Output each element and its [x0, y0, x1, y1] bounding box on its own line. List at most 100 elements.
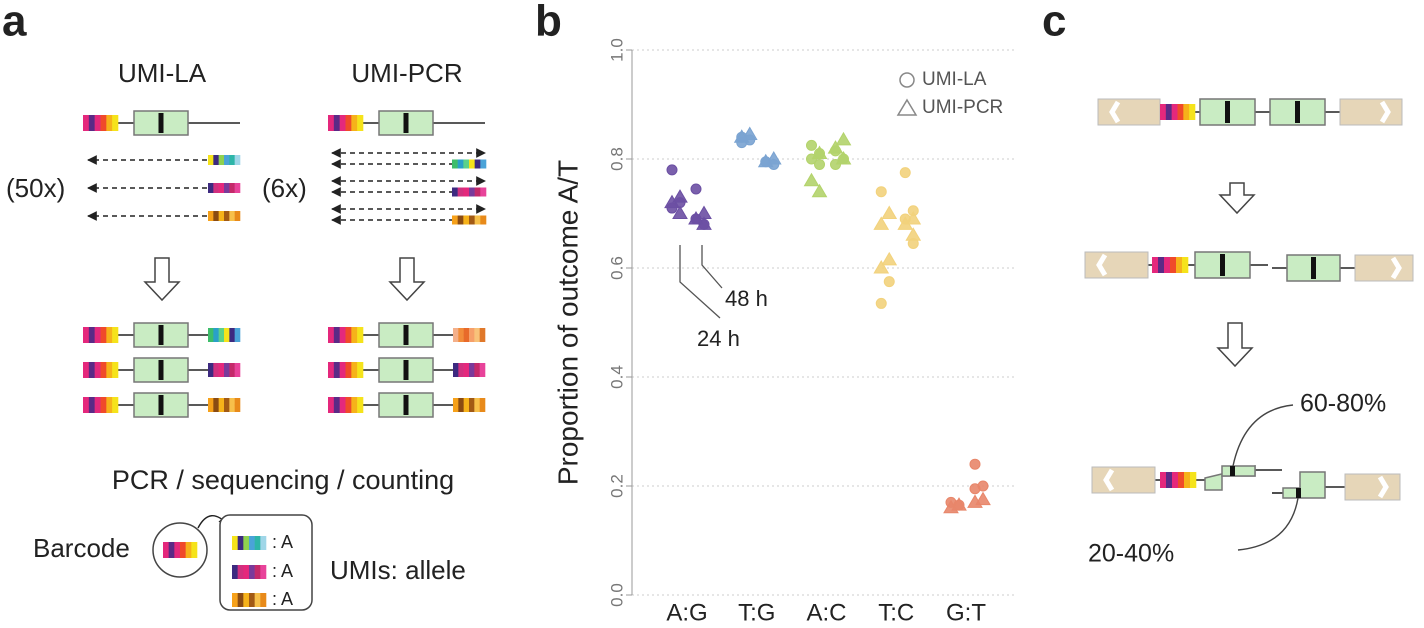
data-point [811, 183, 828, 198]
panel-label: a [2, 0, 27, 46]
barcode-stripe [224, 155, 230, 165]
barcode-stripe [480, 187, 487, 197]
barcode-stripe [345, 115, 352, 131]
barcode-stripe [208, 211, 214, 221]
barcode-stripe [458, 328, 464, 342]
barcode-stripe [232, 565, 238, 579]
barcode-stripe [168, 542, 175, 558]
barcode-label: Barcode [33, 533, 130, 563]
y-tick-label: 0.2 [607, 474, 626, 498]
barcode-stripe [234, 183, 241, 193]
x-tick-label: A:C [806, 599, 846, 626]
barcode-stripe [463, 363, 470, 377]
mutation-bar [158, 325, 164, 345]
barcode-stripe [333, 397, 340, 413]
barcode-stripe [224, 398, 230, 412]
data-point [969, 483, 981, 495]
process-arrow [143, 257, 181, 302]
flank-chevron [1109, 100, 1121, 124]
barcode-stripe [339, 115, 346, 131]
data-point [881, 205, 898, 219]
barcode-stripe [180, 542, 186, 558]
data-point [967, 494, 983, 508]
barcode-stripe [88, 362, 95, 378]
flank-chevron [1379, 100, 1391, 124]
legend-marker [896, 98, 918, 116]
barcode-stripe [249, 536, 255, 550]
barcode-stripe [112, 397, 119, 413]
mutation-bar [1230, 466, 1235, 476]
data-point [690, 183, 702, 195]
barcode-stripe [1178, 472, 1185, 488]
flank-block [1344, 473, 1401, 501]
barcode-stripe [234, 363, 241, 377]
data-point [757, 153, 774, 168]
barcode-stripe [208, 363, 214, 377]
barcode-stripe [213, 211, 219, 221]
y-tick-label: 0.4 [607, 365, 626, 389]
data-point [835, 131, 852, 146]
barcode-stripe [218, 363, 225, 377]
fraction-label: 60-80% [1300, 390, 1386, 418]
allele-text: : A [272, 532, 293, 552]
barcode-stripe [94, 397, 101, 413]
barcode-stripe [234, 211, 241, 221]
data-point [899, 167, 911, 179]
data-point [765, 151, 782, 165]
mutation-bar [1225, 101, 1230, 123]
barcode-stripe [474, 363, 480, 377]
multiplier: (6x) [262, 173, 307, 203]
barcode-stripe [249, 565, 255, 579]
legend-label: UMI-LA [922, 69, 987, 90]
barcode-stripe [88, 327, 95, 343]
barcode-stripe [100, 115, 107, 131]
barcode-stripe [234, 328, 241, 342]
barcode-stripe [357, 397, 364, 413]
barcode-stripe [463, 398, 470, 412]
barcode-stripe [234, 398, 241, 412]
flank-block [1091, 466, 1156, 494]
barcode-stripe [232, 536, 238, 550]
umi-label: UMIs: allele [330, 555, 466, 585]
data-point [806, 139, 817, 151]
barcode-stripe [218, 183, 225, 193]
barcode-stripe [1182, 257, 1189, 273]
barcode-stripe [112, 115, 119, 131]
barcode-stripe [88, 397, 95, 413]
barcode-stripe [480, 215, 487, 225]
data-point [897, 216, 914, 230]
panel-label: b [535, 0, 562, 46]
data-point [873, 260, 890, 274]
barcode-stripe [229, 398, 235, 412]
barcode-stripe [229, 363, 235, 377]
x-tick-label: T:C [878, 599, 914, 626]
barcode-stripe [453, 398, 459, 412]
barcode-stripe [83, 397, 90, 413]
barcode-stripe [213, 328, 219, 342]
barcode-stripe [453, 363, 459, 377]
barcode-stripe [474, 215, 481, 225]
barcode-stripe [224, 183, 230, 193]
allele-text: : A [272, 589, 293, 609]
barcode-stripe [345, 362, 352, 378]
barcode-stripe [474, 398, 480, 412]
barcode-stripe [218, 328, 225, 342]
barcode-stripe [333, 362, 340, 378]
barcode-stripe [1165, 104, 1172, 120]
barcode-stripe [469, 363, 475, 377]
barcode-stripe [218, 155, 225, 165]
barcode-stripe [339, 327, 346, 343]
data-point [951, 497, 967, 511]
annotation-line [679, 245, 721, 319]
barcode-stripe [249, 593, 255, 607]
barcode-stripe [213, 155, 219, 165]
barcode-stripe [333, 327, 340, 343]
barcode-stripe [357, 115, 364, 131]
barcode-stripe [213, 398, 219, 412]
barcode-stripe [351, 397, 358, 413]
barcode-stripe [234, 155, 241, 165]
barcode-stripe [339, 397, 346, 413]
barcode-stripe [480, 159, 487, 169]
barcode-stripe [328, 115, 335, 131]
